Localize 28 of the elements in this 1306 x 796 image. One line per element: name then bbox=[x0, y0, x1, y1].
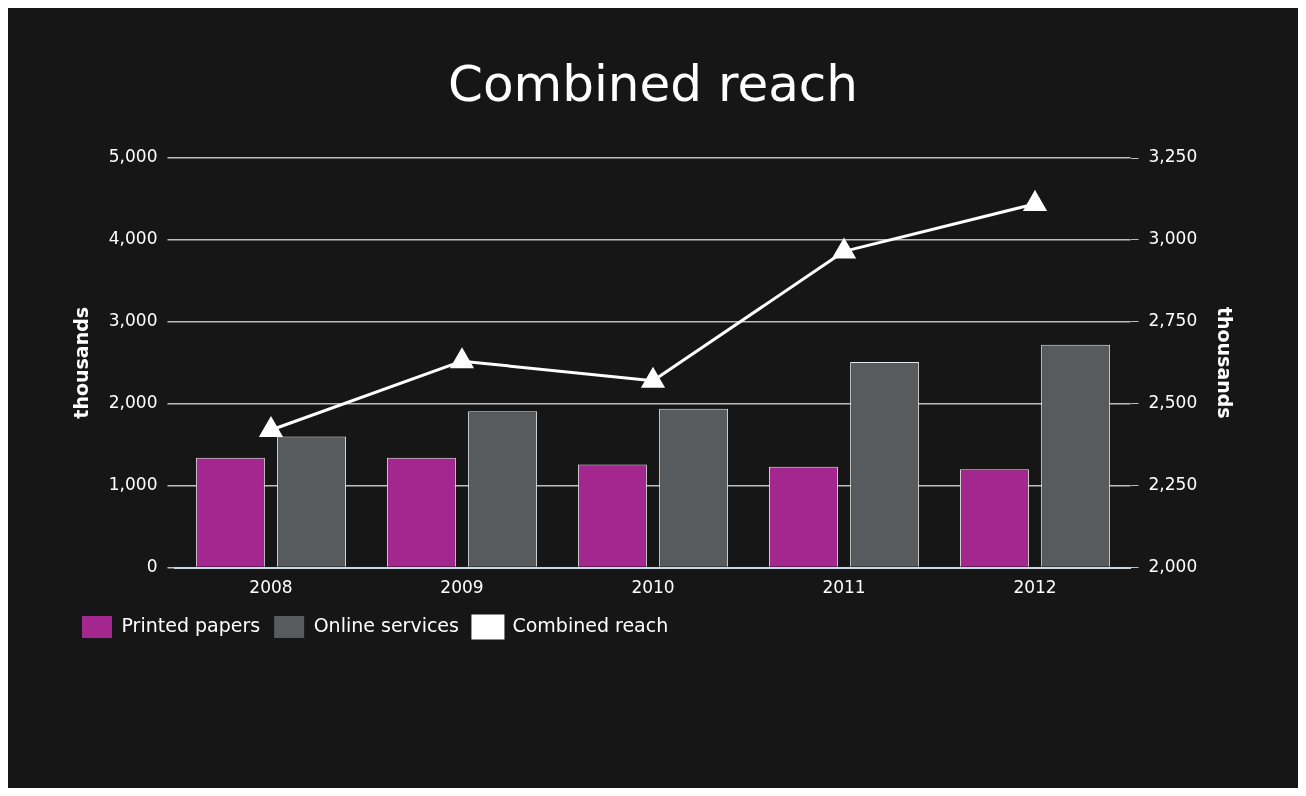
point bbox=[641, 368, 665, 388]
y-tick-label: 5,000 bbox=[108, 146, 158, 167]
x-tick-label: 2010 bbox=[631, 577, 675, 598]
point bbox=[832, 238, 856, 259]
y-tick-label: 1,000 bbox=[108, 474, 158, 495]
legend-label: Printed papers bbox=[121, 613, 261, 636]
x-tick-label: 2011 bbox=[822, 577, 866, 598]
y-tick-label: 4,000 bbox=[108, 228, 158, 249]
y2-tick-label: 2,750 bbox=[1148, 310, 1198, 331]
chart-title: Combined reach bbox=[448, 54, 858, 113]
x-tick-label: 2008 bbox=[249, 577, 293, 598]
point bbox=[450, 348, 474, 369]
y-tick-label: 3,000 bbox=[108, 310, 158, 331]
y2-tick-label: 3,000 bbox=[1148, 228, 1198, 249]
y2-tick-label: 2,250 bbox=[1148, 474, 1198, 495]
y2-tick-label: 3,250 bbox=[1148, 146, 1198, 167]
x-tick-label: 2009 bbox=[440, 577, 484, 598]
legend-label: Online services bbox=[313, 613, 459, 636]
point bbox=[259, 417, 282, 437]
y-tick-label: 0 bbox=[146, 556, 158, 577]
y2-tick-label: 2,500 bbox=[1148, 392, 1198, 413]
legend-label: Combined reach bbox=[512, 613, 669, 636]
x-tick-label: 2012 bbox=[1013, 577, 1057, 598]
point bbox=[1024, 191, 1047, 211]
y-tick-label: 2,000 bbox=[108, 392, 158, 413]
y2-tick-label: 2,000 bbox=[1148, 556, 1198, 577]
y2-axis-title: thousands bbox=[1213, 306, 1236, 419]
y-axis-title: thousands bbox=[70, 306, 93, 419]
